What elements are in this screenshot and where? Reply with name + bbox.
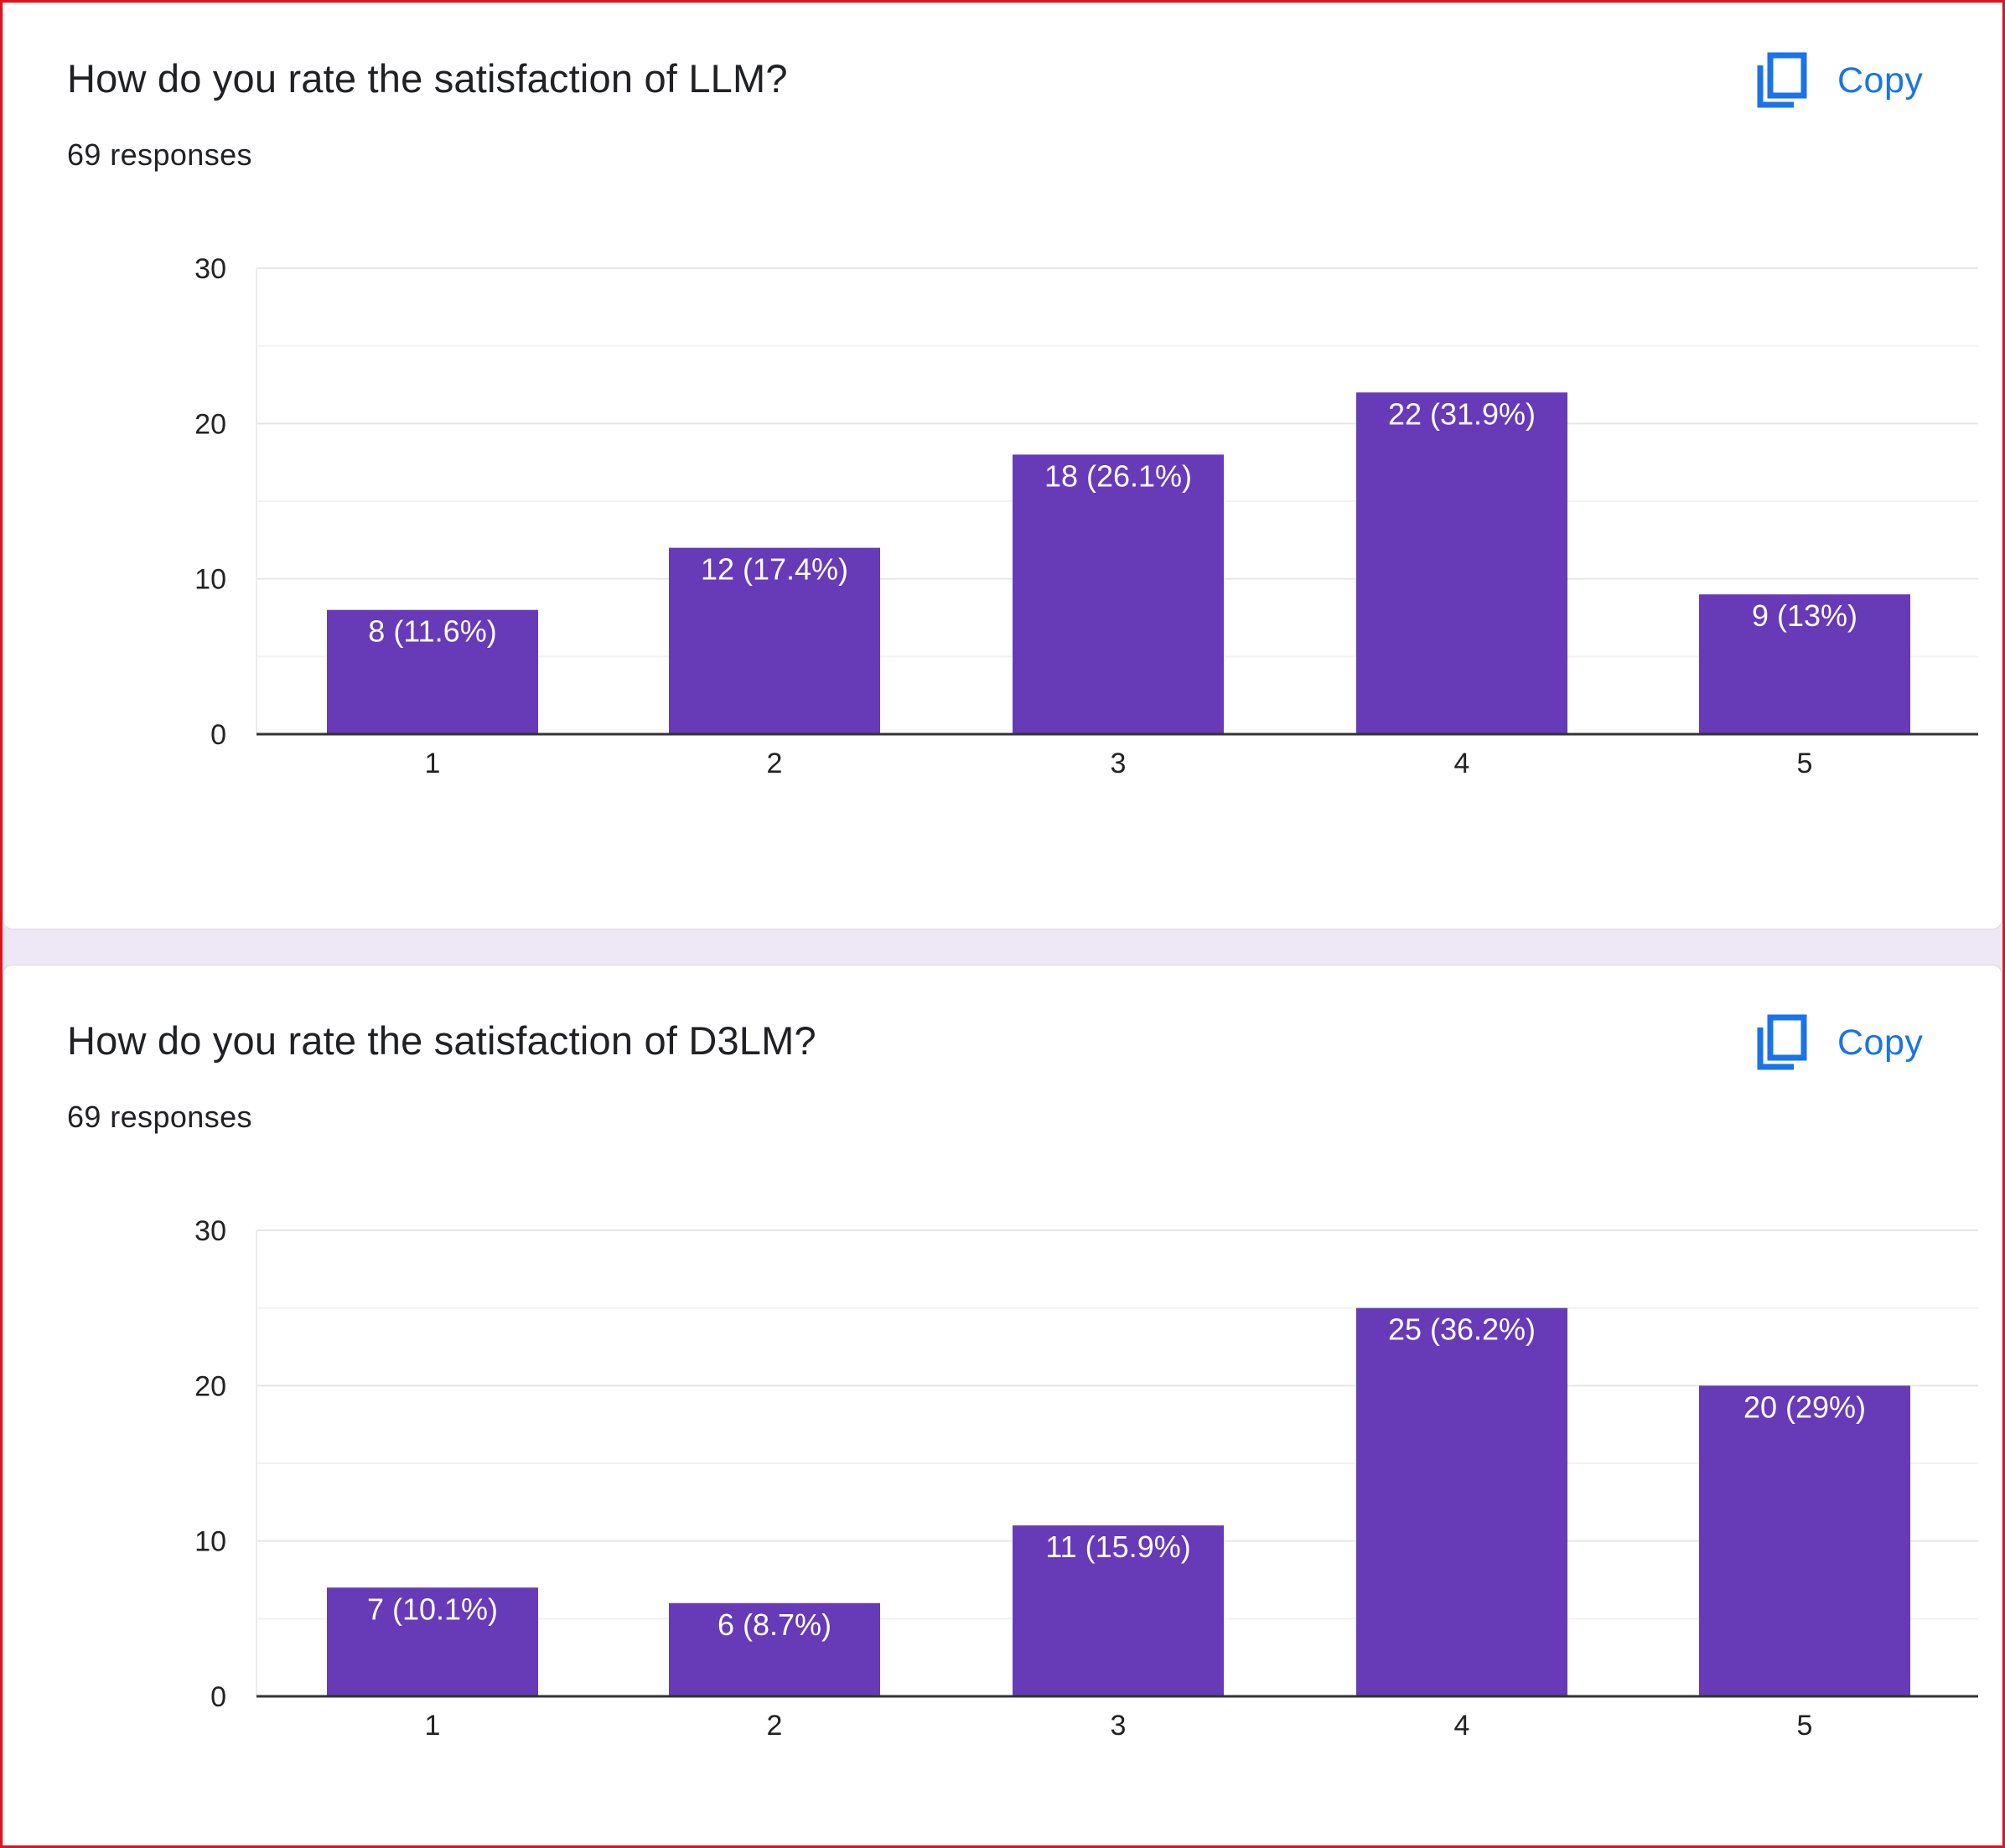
y-tick-label: 20 [194, 408, 226, 440]
bar [1699, 594, 1910, 734]
response-count: 69 responses [67, 1100, 252, 1134]
copy-icon [1757, 52, 1807, 108]
y-tick-label: 20 [194, 1370, 226, 1402]
copy-chart-button[interactable]: Copy [1755, 1012, 1923, 1073]
bar [327, 1587, 538, 1696]
bar [669, 1602, 880, 1696]
question-title: How do you rate the satisfaction of LLM? [67, 56, 788, 101]
x-tick-label: 5 [1797, 1710, 1813, 1742]
bar-data-label: 12 (17.4%) [701, 552, 848, 587]
copy-icon [1757, 1014, 1807, 1070]
question-title: How do you rate the satisfaction of D3LM… [67, 1018, 816, 1063]
bar-data-label: 22 (31.9%) [1388, 396, 1536, 431]
bar-data-label: 8 (11.6%) [368, 614, 496, 649]
bar [1699, 1385, 1910, 1696]
question-card-d3lm: How do you rate the satisfaction of D3LM… [3, 965, 2002, 1845]
y-tick-label: 10 [194, 1526, 226, 1558]
bar [327, 609, 538, 734]
bar-data-label: 9 (13%) [1752, 598, 1857, 633]
response-count: 69 responses [67, 137, 252, 172]
x-tick-label: 1 [425, 1710, 441, 1742]
bar [1356, 1307, 1567, 1696]
bar-data-label: 11 (15.9%) [1045, 1530, 1190, 1564]
x-tick-label: 2 [767, 748, 783, 779]
bar [1356, 392, 1567, 734]
bar-chart-llm: 0 10 20 30 8 (11.6%) 12 (17.4%) 18 (26.1%) 22 (… [194, 253, 1978, 779]
y-tick-label: 10 [194, 564, 226, 596]
copy-chart-button[interactable]: Copy [1755, 50, 1923, 111]
x-tick-label: 1 [425, 748, 441, 779]
bar [1013, 1525, 1224, 1696]
x-tick-label: 4 [1454, 1710, 1470, 1742]
x-tick-label: 2 [767, 1710, 783, 1742]
x-tick-label: 4 [1454, 748, 1470, 779]
copy-label: Copy [1837, 1022, 1924, 1063]
question-card-llm: How do you rate the satisfaction of LLM?… [3, 3, 2002, 929]
bar-data-label: 18 (26.1%) [1044, 458, 1192, 493]
y-tick-label: 0 [210, 1681, 226, 1713]
x-tick-label: 3 [1111, 748, 1127, 779]
bar [1013, 454, 1224, 734]
bar [669, 547, 880, 734]
bar-data-label: 25 (36.2%) [1388, 1312, 1536, 1347]
copy-label: Copy [1837, 60, 1924, 101]
bar-data-label: 7 (10.1%) [367, 1592, 498, 1626]
x-tick-label: 5 [1797, 748, 1813, 779]
y-tick-label: 30 [194, 253, 226, 285]
x-tick-label: 3 [1111, 1710, 1127, 1742]
bar-chart-d3lm: 0 10 20 30 7 (10.1%) 6 (8.7%) 11 (15.9%) 25 (36… [194, 1215, 1978, 1742]
bar-data-label: 20 (29%) [1743, 1390, 1866, 1424]
y-tick-label: 30 [194, 1215, 226, 1247]
y-tick-label: 0 [210, 719, 226, 751]
bar-data-label: 6 (8.7%) [718, 1607, 832, 1642]
